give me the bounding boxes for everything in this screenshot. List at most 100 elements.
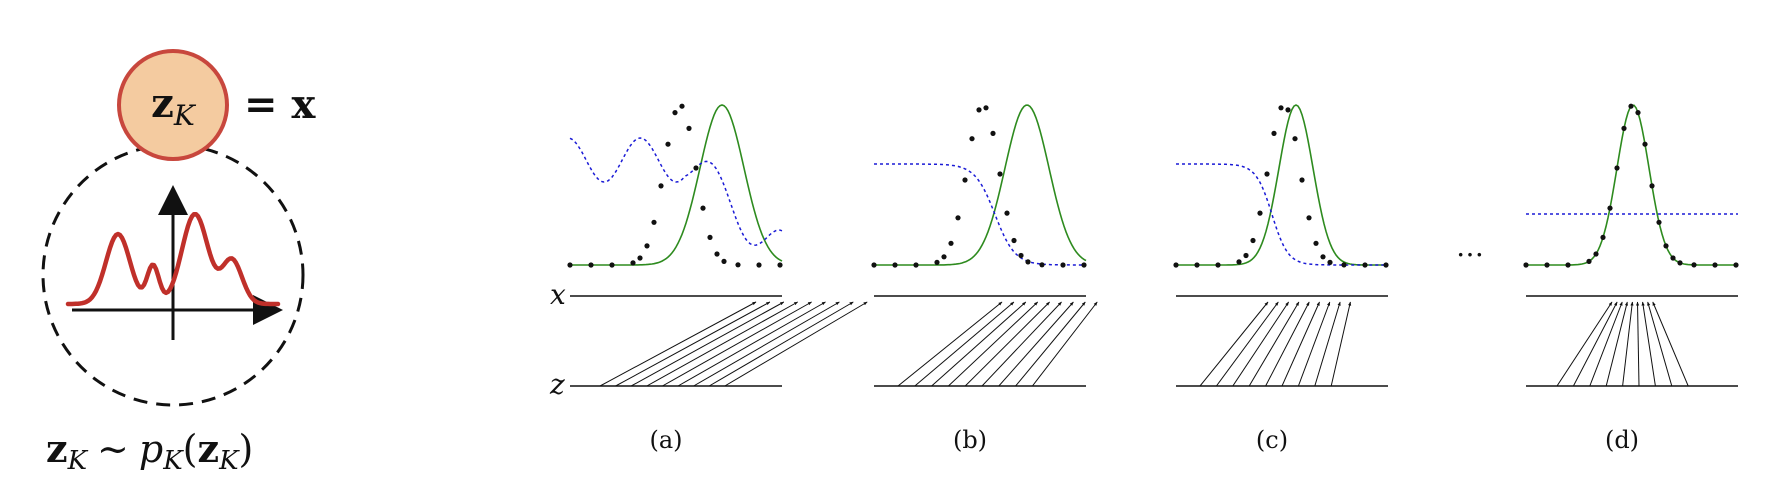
node-zk-label: zK [151,80,197,132]
mapping-arrow [615,301,771,387]
target-density-dot [983,105,989,111]
target-density-dot [1285,107,1291,113]
target-density-dot [700,205,706,211]
mapping-arrow [630,301,785,387]
target-density-dot [1264,171,1270,177]
target-density-dot [1733,262,1739,268]
target-density-dot [1607,205,1613,211]
target-density-dot [1663,243,1669,249]
target-density-dot [1635,110,1641,116]
mapping-arrow [1641,301,1656,387]
ratio-curve [1176,163,1388,266]
target-density-dot [707,234,713,240]
dashed-boundary-circle [41,143,305,407]
target-density-dot [1642,141,1648,147]
panel-d: (d) [1523,103,1739,454]
mapping-arrow [1572,301,1618,387]
target-density-dot [934,259,940,265]
target-density-dot [941,254,947,260]
target-density-dot [1628,103,1634,109]
target-density-dot [1670,255,1676,261]
target-density-dot [658,183,664,189]
panel-a: (a) [567,103,868,454]
mapping-arrow [964,301,1050,387]
mapping-arrow [1647,301,1673,387]
target-density-dot [962,177,968,183]
target-density-dot [997,171,1003,177]
target-density-dot [1649,183,1655,189]
target-density-dot [1565,262,1571,268]
target-density-dot [1383,262,1389,268]
target-density-dot [1313,240,1319,246]
mapping-arrow [677,301,826,387]
target-density-dot [686,125,692,131]
target-density-dot [1621,125,1627,131]
target-density-dot [672,110,678,116]
mapping-arrow [948,301,1039,387]
target-density-dot [1292,136,1298,142]
panel-c: (c) [1173,104,1389,454]
target-density-dot [1656,219,1662,225]
multimodal-density-curve [65,211,281,307]
base-distribution-equation: zK ∼ pK(zK) [46,426,253,476]
target-density-dot [1004,210,1010,216]
target-density-dot [1236,259,1242,265]
target-density-dot [630,260,636,266]
mapping-arrow [1248,301,1300,387]
target-density-dot [735,262,741,268]
target-density-dot [588,262,594,268]
mapping-arrow [998,301,1074,387]
target-density-dot [1011,237,1017,244]
node-zk [117,49,229,161]
mapping-arrow [1015,301,1086,387]
z-axis-label: z [549,368,565,401]
mapping-arrow [914,301,1015,387]
ratio-curve [569,137,783,246]
target-density-dot [1306,215,1312,221]
mapping-arrow [931,301,1027,387]
target-density-dot [1194,262,1200,268]
target-density-dot [693,165,699,171]
mapping-arrow [1281,301,1320,387]
target-density-dot [679,103,685,109]
mapping-arrow [1635,301,1640,387]
target-density-dot [721,258,727,264]
target-density-dot [1278,105,1284,111]
target-density-dot [969,136,975,142]
equals-x-label: = x [244,81,316,128]
target-density-dot [1025,259,1031,265]
target-density-dot [1362,262,1368,268]
target-density-dot [1299,177,1305,183]
target-density-dot [1600,234,1606,240]
target-density-dot [1039,262,1045,268]
target-density-dot [1691,262,1697,268]
learned-density-curve [1526,104,1738,266]
mapping-arrow [1652,301,1689,387]
ellipsis-dots: … [1456,230,1484,263]
mapping-arrow [646,301,799,387]
panel-caption: (a) [649,426,682,454]
target-density-dot [976,107,982,113]
panel-caption: (d) [1605,426,1639,454]
target-density-dot [955,215,961,221]
target-density-dot [1018,252,1024,259]
target-density-dot [567,262,573,268]
mapping-arrow [1605,301,1628,387]
mapping-arrow [1199,301,1269,387]
mapping-arrow [693,301,840,387]
learned-density-curve [570,104,783,266]
target-density-dot [1320,254,1326,260]
mapping-arrow [981,301,1062,387]
target-density-dot [1712,262,1718,268]
mapping-arrow [1314,301,1341,387]
target-density-dot [665,141,671,147]
target-density-dot [756,262,762,268]
target-density-dot [1544,262,1550,268]
target-density-dot [1081,262,1087,268]
learned-density-curve [1176,104,1388,266]
x-axis-label: x [550,278,566,311]
mapping-arrow [1330,301,1352,387]
mapping-arrow [1589,301,1623,387]
target-density-dot [1327,259,1333,265]
